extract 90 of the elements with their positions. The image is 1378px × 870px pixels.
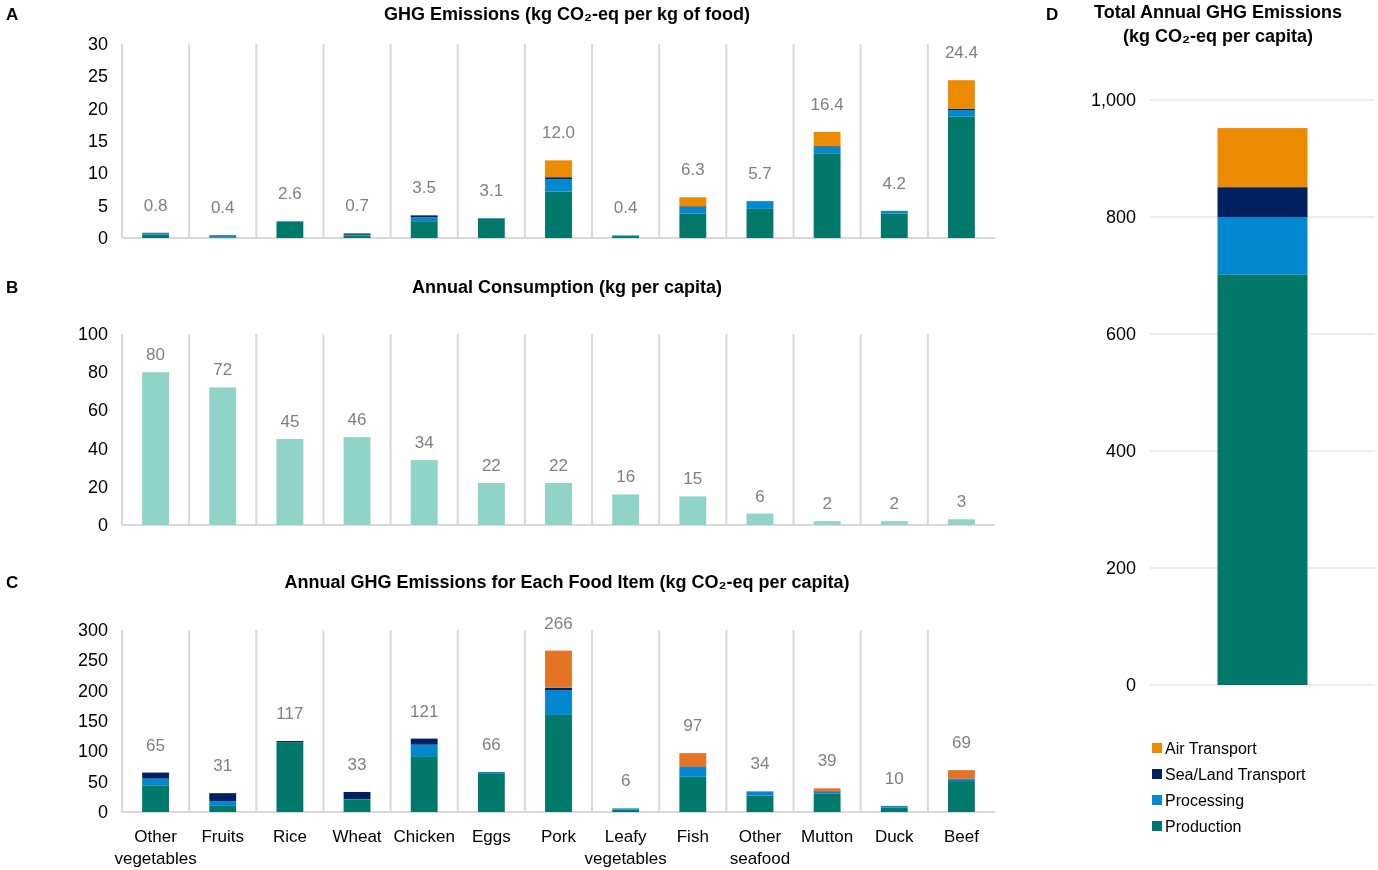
data-label: 72 [213,360,233,380]
x-tick-label: Leafy vegetables [584,827,667,868]
total-label: 16.4 [810,94,844,114]
x-tick-label: Other vegetables [114,827,197,868]
y-tick-label: 30 [87,34,108,54]
y-tick-label: 0 [97,515,108,535]
total-label: 10 [884,768,904,788]
total-label: 3.1 [479,180,504,200]
total-label: 0.4 [613,198,638,218]
text: A [6,5,19,24]
y-tick-label: 80 [87,362,108,383]
y-tick-label: 800 [1105,207,1136,227]
y-tick-label: 100 [77,324,108,344]
x-tick-label: Fish [676,827,709,846]
total-label: 39 [817,751,837,771]
total-label: 0.7 [345,196,369,216]
data-label: 22 [549,455,568,475]
data-label: 15 [683,469,703,489]
total-label: 0.8 [143,195,168,215]
x-tick-label: Beef [943,827,980,846]
x-tick-label: Chicken [393,827,455,846]
y-tick-label: 0 [97,228,108,248]
y-tick-label: 100 [77,741,108,762]
total-label: 65 [146,735,166,755]
total-label: 12.0 [541,123,576,143]
data-label: 3 [956,492,967,512]
y-tick-label: 0 [97,802,108,822]
total-label: 2.6 [278,184,302,204]
y-tick-label: 400 [1105,441,1136,461]
x-tick-label: Rice [272,827,307,846]
y-tick-label: 300 [77,620,108,640]
total-label: 5.7 [748,164,772,184]
total-label: 4.2 [882,173,907,193]
y-tick-label: 200 [77,680,108,701]
total-label: 24.4 [944,43,978,63]
total-label: 97 [683,716,703,736]
total-label: 0.4 [210,198,235,218]
y-tick-label: 15 [87,131,108,151]
data-label: 34 [414,433,434,453]
legend-label: Production [1165,817,1242,835]
chart-title: Annual Consumption (kg per capita) [411,277,723,297]
legend-label: Air Transport [1165,739,1258,757]
total-label: 66 [481,734,501,754]
y-tick-label: 20 [87,476,108,497]
y-tick-label: 10 [87,163,108,184]
y-tick-label: 60 [87,400,108,421]
y-tick-label: 40 [87,438,108,459]
y-tick-label: 20 [87,98,108,119]
y-tick-label: 200 [1105,558,1136,578]
x-tick-label: Fruits [201,827,244,846]
x-tick-label: Eggs [471,827,511,846]
total-label: 34 [750,754,770,774]
legend-label: Sea/Land Transport [1165,765,1307,783]
data-label: 6 [755,486,765,506]
total-label: 3.5 [412,178,437,198]
x-tick-label: Mutton [801,827,854,846]
text: C [6,573,19,592]
y-tick-label: 25 [87,66,108,87]
total-label: 69 [951,733,971,753]
data-label: 2 [822,494,832,514]
chart-title: Total Annual GHG Emissions (kg CO₂-eq per capita) [1093,2,1343,46]
data-label: 80 [146,345,166,365]
y-tick-label: 250 [77,650,108,671]
data-label: 45 [280,412,300,432]
y-tick-label: 5 [97,195,108,216]
y-tick-label: 150 [77,711,108,731]
data-label: 2 [889,494,899,514]
total-label: 266 [544,613,573,633]
total-label: 121 [410,701,439,721]
y-tick-label: 1,000 [1090,90,1136,110]
y-tick-label: 50 [87,771,108,792]
total-label: 117 [276,704,304,724]
total-label: 6 [620,771,631,791]
data-label: 16 [616,467,636,487]
chart-title: Annual GHG Emissions for Each Food Item (kg CO₂-eq per capita) [284,572,850,592]
total-label: 33 [347,754,367,774]
chart-title: GHG Emissions (kg CO₂-eq per kg of food) [383,4,751,24]
text: B [6,278,19,297]
x-tick-label: Pork [541,827,577,846]
x-tick-label: Other seafood [729,827,791,868]
total-label: 6.3 [680,160,705,180]
data-label: 22 [481,455,501,475]
data-label: 46 [347,410,367,430]
y-tick-label: 0 [1125,675,1136,695]
text: D [1046,5,1059,24]
legend-label: Processing [1165,791,1245,809]
y-tick-label: 600 [1105,324,1136,344]
x-tick-label: Wheat [332,827,382,846]
x-tick-label: Duck [874,827,915,846]
total-label: 31 [213,756,233,776]
